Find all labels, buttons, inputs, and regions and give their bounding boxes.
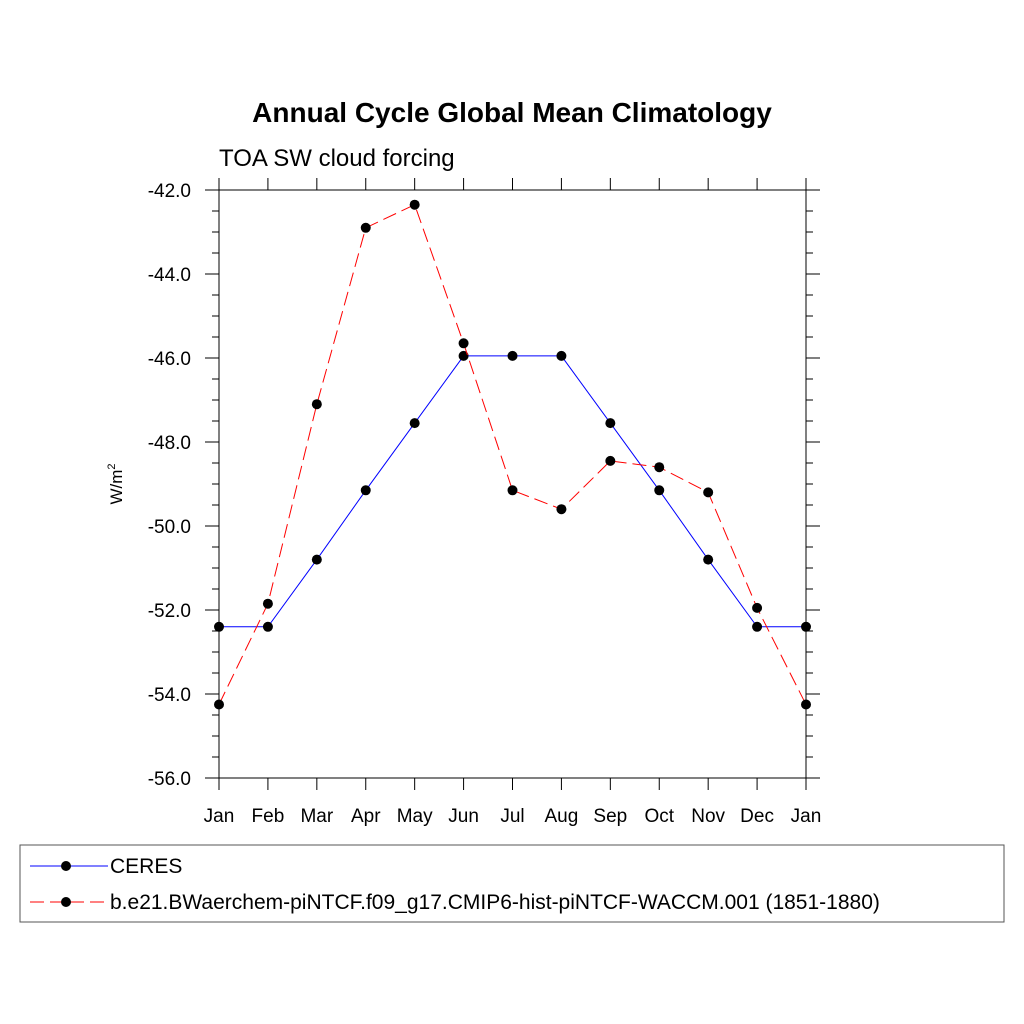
y-tick-label: -56.0 (148, 769, 191, 790)
data-point-model (360, 222, 371, 233)
y-axis-label-sup: 2 (106, 463, 118, 469)
data-point-ceres (801, 621, 811, 632)
x-tick-label: Jun (448, 806, 479, 827)
data-point-ceres (654, 485, 665, 496)
legend-marker-model (61, 897, 71, 907)
data-point-ceres (752, 621, 763, 632)
x-tick-label: Mar (300, 806, 333, 827)
y-tick-label: -46.0 (148, 349, 191, 370)
legend-box (19, 844, 1005, 923)
chart-subtitle: TOA SW cloud forcing (219, 145, 455, 172)
y-tick-label: -42.0 (148, 181, 191, 202)
data-point-ceres (262, 621, 273, 632)
data-point-ceres (409, 418, 420, 429)
data-point-ceres (214, 621, 224, 632)
plot-frame (218, 189, 807, 779)
plot-border (218, 189, 807, 779)
data-point-model (556, 504, 567, 515)
data-point-model (703, 487, 714, 498)
x-tick-label: Sep (593, 806, 627, 827)
x-tick-label: Jan (791, 806, 822, 827)
data-point-ceres (507, 350, 518, 361)
y-tick-label: -48.0 (148, 433, 191, 454)
data-point-ceres (703, 554, 714, 565)
data-point-model (752, 602, 763, 613)
data-point-model (605, 455, 616, 466)
y-axis-label-base: W/m (107, 470, 126, 505)
data-point-ceres (605, 418, 616, 429)
data-point-model (458, 338, 469, 349)
x-axis: Jan Feb Mar Apr May Jun Jul Aug Sep Oct Nov Dec Jan (204, 178, 822, 827)
y-tick-label: -44.0 (148, 265, 191, 286)
series-line-model (218, 204, 807, 705)
series-layer (214, 199, 811, 710)
x-tick-label: Apr (351, 806, 381, 827)
x-tick-label: Feb (252, 806, 285, 827)
x-tick-label: May (397, 806, 433, 827)
chart-title: Annual Cycle Global Mean Climatology (252, 97, 772, 128)
x-tick-label: Nov (691, 806, 725, 827)
y-axis-label: W/m2 (106, 463, 126, 504)
y-tick-label: -54.0 (148, 685, 191, 706)
data-point-model (654, 462, 665, 473)
data-point-ceres (556, 350, 567, 361)
data-point-model (262, 598, 273, 609)
data-point-ceres (360, 485, 371, 496)
data-point-model (801, 699, 811, 710)
legend: CERES b.e21.BWaerchem-piNTCF.f09_g17.CMI… (19, 844, 1005, 923)
data-point-model (214, 699, 224, 710)
y-tick-label: -52.0 (148, 601, 191, 622)
x-tick-label: Oct (644, 806, 674, 827)
legend-label-model: b.e21.BWaerchem-piNTCF.f09_g17.CMIP6-his… (110, 891, 880, 914)
legend-marker-ceres (61, 861, 71, 871)
y-tick-label: -50.0 (148, 517, 191, 538)
data-point-ceres (458, 350, 469, 361)
legend-label-ceres: CERES (110, 855, 182, 878)
x-tick-label: Jan (204, 806, 235, 827)
data-point-model (409, 199, 420, 210)
svg-text:W/m2: W/m2 (106, 463, 126, 504)
x-tick-label: Dec (740, 806, 774, 827)
y-axis: -56.0 -54.0 -52.0 -50.0 -48.0 -46.0 -44.0 -42.0 (148, 181, 820, 790)
data-point-model (311, 399, 322, 410)
x-tick-label: Aug (545, 806, 579, 827)
x-tick-label: Jul (500, 806, 524, 827)
data-point-model (507, 485, 518, 496)
data-point-ceres (311, 554, 322, 565)
